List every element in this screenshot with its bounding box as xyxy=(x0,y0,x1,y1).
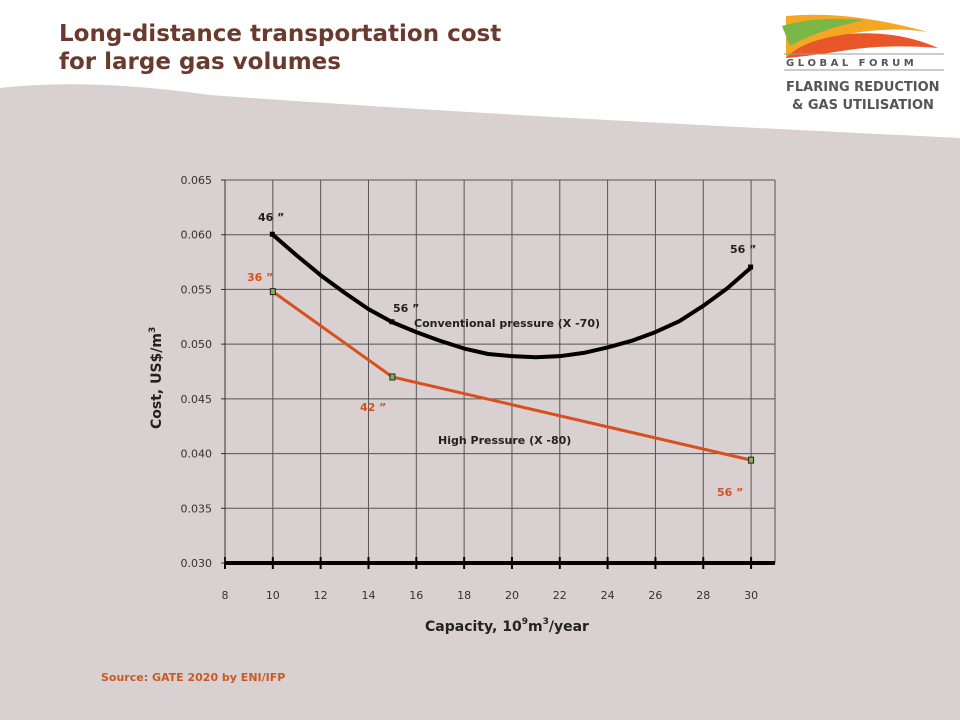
x-tick-label: 22 xyxy=(553,589,567,602)
slide-title: Long-distance transportation cost for la… xyxy=(59,20,501,76)
annotation-46in: 46 ” xyxy=(258,211,284,224)
x-tick-label: 18 xyxy=(457,589,471,602)
x-tick-label: 14 xyxy=(361,589,375,602)
x-tick-label: 26 xyxy=(648,589,662,602)
global-forum-logo: G L O B A L F O R U M FLARING REDUCTION … xyxy=(782,14,944,113)
x-axis-title-mid: m xyxy=(528,619,543,635)
x-tick-label: 28 xyxy=(696,589,710,602)
title-line-2: for large gas volumes xyxy=(59,49,341,75)
y-tick-labels: 0.030 0.035 0.040 0.045 0.050 0.055 0.060 0.065 xyxy=(181,174,213,570)
series-label-high-pressure: High Pressure (X -80) xyxy=(438,434,571,447)
chart-axes xyxy=(221,179,776,569)
annotation-42in: 42 ” xyxy=(360,401,386,414)
x-tick-label: 12 xyxy=(314,589,328,602)
annotation-56in-mid: 56 ” xyxy=(393,302,419,315)
x-tick-label: 30 xyxy=(744,589,758,602)
x-tick-label: 8 xyxy=(222,589,229,602)
x-axis-title-end: /year xyxy=(549,619,589,635)
chart-grid xyxy=(224,179,775,564)
annotation-56in-orange: 56 ” xyxy=(717,486,743,499)
conventional-point-marker xyxy=(748,264,754,270)
y-tick-label: 0.055 xyxy=(181,283,213,296)
x-tick-label: 10 xyxy=(266,589,280,602)
y-tick-label: 0.045 xyxy=(181,393,213,406)
x-tick-labels: 8 10 12 14 16 18 20 22 24 26 28 30 xyxy=(222,589,759,602)
source-note: Source: GATE 2020 by ENI/IFP xyxy=(101,671,286,684)
annotation-36in: 36 ” xyxy=(247,271,273,284)
title-line-1: Long-distance transportation cost xyxy=(59,21,502,47)
conventional-point-marker xyxy=(389,319,395,325)
x-axis-title-text: Capacity, 10 xyxy=(425,619,522,635)
series-label-conventional: Conventional pressure (X -70) xyxy=(414,317,600,330)
logo-text-global-forum: G L O B A L F O R U M xyxy=(786,58,914,69)
logo-swoosh xyxy=(782,14,938,58)
series-line-conventional xyxy=(271,233,753,360)
high-pressure-point-marker xyxy=(748,456,755,464)
high-pressure-point-marker xyxy=(389,373,396,381)
x-axis-title: Capacity, 109m3/year xyxy=(425,617,589,635)
y-axis-title: Cost, US$/m3 xyxy=(148,327,165,429)
y-tick-label: 0.060 xyxy=(181,229,213,242)
y-tick-label: 0.040 xyxy=(181,448,213,461)
y-tick-label: 0.035 xyxy=(181,502,213,515)
logo-text-flaring: FLARING REDUCTION xyxy=(786,80,940,95)
x-axis-title-sup1: 9 xyxy=(522,617,528,627)
high-pressure-point-marker xyxy=(269,288,276,296)
y-axis-title-text: Cost, US$/m xyxy=(149,333,165,429)
logo-text-gas-utilisation: & GAS UTILISATION xyxy=(792,98,934,113)
annotation-56in-right: 56 ” xyxy=(730,243,756,256)
y-tick-label: 0.065 xyxy=(181,174,213,187)
x-tick-label: 24 xyxy=(601,589,615,602)
chart-markers xyxy=(269,231,755,464)
y-axis-title-sup: 3 xyxy=(148,327,158,333)
x-tick-label: 16 xyxy=(409,589,423,602)
conventional-point-marker xyxy=(269,231,275,237)
x-axis-title-sup2: 3 xyxy=(543,617,549,627)
x-tick-label: 20 xyxy=(505,589,519,602)
y-tick-label: 0.050 xyxy=(181,338,213,351)
y-tick-label: 0.030 xyxy=(181,557,213,570)
